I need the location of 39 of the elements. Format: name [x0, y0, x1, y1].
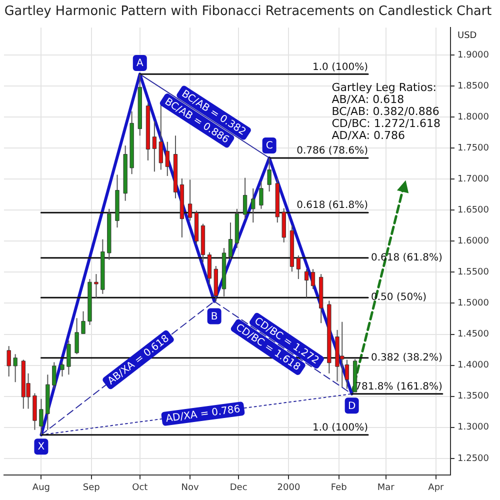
series-label: 0.382 (38.2%) [371, 352, 442, 364]
x-tick-label: Oct [132, 482, 148, 493]
x-tick-label: Sep [82, 482, 100, 493]
annotation: X [38, 442, 45, 453]
annotation: C [266, 140, 273, 152]
annotation: D [348, 400, 356, 412]
y-tick-label: 1.6000 [458, 236, 490, 246]
y-tick-label: 1.7000 [458, 174, 490, 184]
annotation: A [136, 58, 144, 70]
y-tick-label: 1.9000 [458, 50, 490, 60]
x-tick-label: 2000 [277, 482, 300, 493]
series-label: 0.786 (78.6%) [296, 146, 368, 157]
annotation: AD/XA = 0.786 [165, 404, 241, 425]
y-tick-label: 1.5500 [458, 268, 490, 278]
x-tick-label: Aug [32, 482, 50, 493]
y-axis-title: USD [458, 30, 477, 41]
y-tick-label: 1.6500 [458, 205, 490, 216]
annotation: Gartley Leg Ratios: AB/XA: 0.618 BC/AB: 0.382/0.886 CD/BC: 1.272/1.618 AD/XA: 0.786 [332, 80, 441, 142]
x-tick-label: Dec [230, 482, 248, 493]
x-tick-label: Apr [428, 482, 444, 493]
y-tick-label: 1.2500 [458, 454, 490, 464]
x-tick-label: Mar [377, 482, 395, 493]
series-label: 1.0 (100%) [312, 62, 368, 73]
y-tick-label: 1.8000 [458, 112, 490, 122]
y-tick-label: 1.5000 [458, 298, 490, 309]
y-tick-label: 1.3000 [458, 422, 490, 433]
x-tick-label: Nov [181, 482, 200, 493]
y-tick-label: 1.4000 [458, 360, 490, 371]
chart-title: Gartley Harmonic Pattern with Fibonacci Retracements on Candlestick Chart [4, 4, 492, 20]
y-tick-label: 1.4500 [458, 330, 490, 340]
y-tick-label: 1.3500 [458, 392, 490, 402]
series-label: 0.618 (61.8%) [371, 252, 442, 264]
y-tick-label: 1.8500 [458, 81, 490, 92]
series-label: 1.0 (100%) [312, 422, 368, 434]
x-tick-label: Feb [330, 482, 348, 493]
series-label: 0.50 (50%) [371, 292, 427, 304]
annotation: B [210, 311, 218, 322]
series-label: 0.618 (61.8%) [296, 200, 368, 212]
y-tick-label: 1.7500 [458, 143, 490, 154]
